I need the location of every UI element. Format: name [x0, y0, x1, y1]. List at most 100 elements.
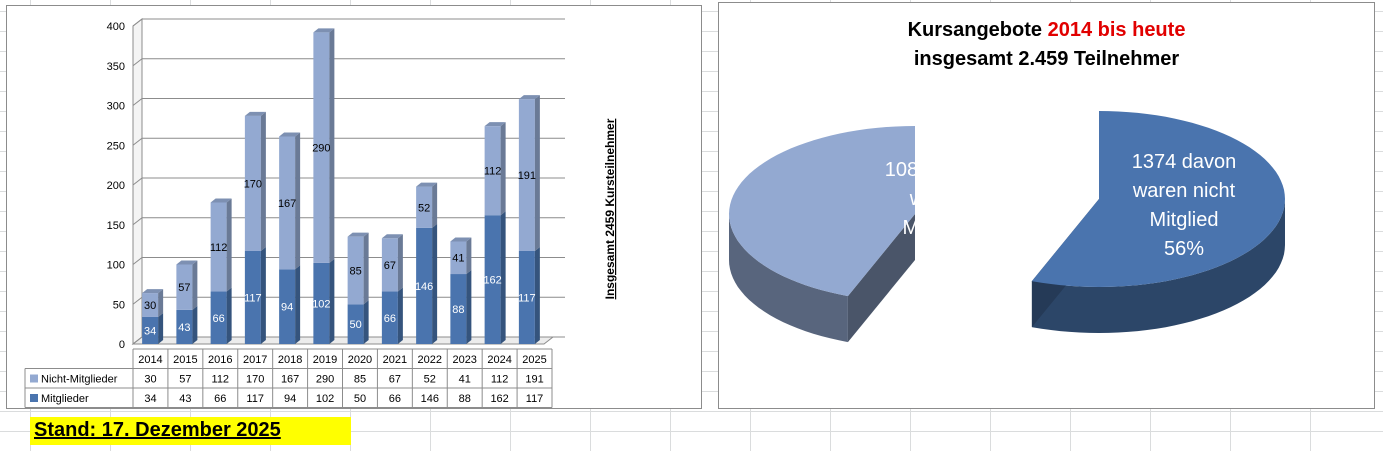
table-cell-nicht-mitglieder: 30	[144, 374, 156, 386]
pie-chart-subtitle: insgesamt 2.459 Teilnehmer	[913, 48, 1180, 70]
bar-top	[416, 182, 438, 187]
bar-mitglieder	[416, 227, 433, 344]
table-cell-mitglieder: 50	[354, 393, 366, 405]
bar-top	[313, 28, 335, 33]
data-label-nicht-mitglieder: 112	[210, 242, 228, 254]
bar-mitglieder	[279, 269, 296, 344]
data-label-nicht-mitglieder: 52	[418, 202, 430, 214]
legend-label-nicht-mitglieder: Nicht-Mitglieder	[41, 374, 118, 386]
bar-nicht-mitglieder	[279, 136, 296, 270]
table-cell-nicht-mitglieder: 112	[491, 374, 509, 386]
bar-nicht-mitglieder-side	[500, 122, 506, 216]
bar-mitglieder	[313, 262, 330, 344]
table-cell-mitglieder: 102	[316, 393, 334, 405]
data-label-mitglieder: 162	[483, 275, 501, 287]
bar-top	[176, 260, 198, 265]
bar-top	[484, 122, 506, 127]
x-tick-label: 2018	[278, 354, 302, 366]
table-cell-nicht-mitglieder: 57	[179, 374, 191, 386]
bar-top	[279, 132, 301, 137]
table-cell-nicht-mitglieder: 41	[459, 374, 471, 386]
bar-nicht-mitglieder	[381, 238, 398, 292]
pie-slice-cut-face	[847, 214, 915, 343]
bar-nicht-mitglieder	[142, 293, 159, 317]
bar-top	[450, 237, 472, 242]
y-axis-title: Insgesamt 2459 Kursteilnehmer	[603, 118, 617, 299]
bar-nicht-mitglieder	[244, 115, 261, 251]
bar-mitglieder-side	[158, 312, 164, 344]
pie-label-line: waren nicht	[1132, 180, 1236, 202]
gridline	[132, 177, 565, 186]
table-cell-mitglieder: 117	[246, 393, 264, 405]
data-label-mitglieder: 66	[384, 313, 396, 325]
x-tick-label: 2016	[208, 354, 232, 366]
bar-mitglieder	[518, 250, 535, 344]
bar-mitglieder-side	[397, 287, 403, 344]
bar-mitglieder	[450, 274, 467, 344]
y-tick-label: 100	[107, 260, 125, 272]
x-tick-label: 2022	[418, 354, 442, 366]
table-cell-nicht-mitglieder: 112	[212, 374, 230, 386]
pie-label-line: Mitglied	[902, 217, 972, 239]
table-cell-nicht-mitglieder: 191	[525, 374, 543, 386]
bar-nicht-mitglieder-side	[260, 111, 266, 251]
pie-slice-wall	[1031, 199, 1285, 333]
bar-mitglieder-side	[295, 265, 301, 344]
bar-nicht-mitglieder	[313, 32, 330, 263]
table-cell-nicht-mitglieder: 170	[246, 374, 264, 386]
pie-slice-label-members: 1085 davon waren Mitglied 44%	[847, 156, 1027, 272]
bar-nicht-mitglieder	[518, 99, 535, 251]
table-cell-nicht-mitglieder: 167	[281, 374, 299, 386]
data-label-mitglieder: 102	[312, 298, 330, 310]
bar-mitglieder	[176, 309, 193, 344]
bar-mitglieder-side	[500, 211, 506, 344]
bar-mitglieder	[381, 291, 398, 344]
pie-chart-title: Kursangebote 2014 bis heute	[719, 19, 1374, 42]
table-cell-mitglieder: 66	[389, 393, 401, 405]
bar-top	[381, 234, 403, 239]
data-label-mitglieder: 50	[350, 319, 362, 331]
table-cell-nicht-mitglieder: 67	[389, 374, 401, 386]
bar-chart-panel: 0 50 100 150 200 250 300 350 400 34 30 43 57 66 112 117…	[6, 5, 702, 409]
bar-nicht-mitglieder-side	[329, 28, 335, 263]
pie-chart-panel: Kursangebote 2014 bis heute insgesamt 2.…	[718, 2, 1375, 409]
bar-top	[347, 232, 369, 237]
data-label-nicht-mitglieder: 191	[518, 170, 536, 182]
table-cell-mitglieder: 162	[490, 393, 508, 405]
data-label-mitglieder: 88	[452, 304, 464, 316]
table-cell-mitglieder: 88	[459, 393, 471, 405]
table-cell-mitglieder: 66	[214, 393, 226, 405]
bar-mitglieder-side	[226, 287, 232, 344]
data-label-nicht-mitglieder: 41	[452, 253, 464, 265]
legend-swatch-mitglieder	[30, 394, 38, 402]
data-label-nicht-mitglieder: 112	[484, 166, 502, 178]
bar-nicht-mitglieder-side	[363, 232, 369, 305]
bar-mitglieder	[142, 316, 159, 344]
pie-chart	[729, 111, 1285, 343]
gridline	[132, 18, 565, 27]
data-label-nicht-mitglieder: 167	[278, 198, 296, 210]
x-tick-label: 2019	[313, 354, 337, 366]
data-label-nicht-mitglieder: 57	[178, 282, 190, 294]
bar-nicht-mitglieder-side	[534, 95, 540, 251]
bar-mitglieder-side	[466, 270, 472, 344]
table-cell-mitglieder: 117	[526, 393, 544, 405]
bar-mitglieder	[244, 250, 261, 344]
pie-title-part2: 2014 bis heute	[1047, 19, 1186, 41]
bar-mitglieder	[347, 304, 364, 344]
gridline	[132, 98, 565, 106]
x-tick-label: 2021	[383, 354, 407, 366]
bar-mitglieder	[484, 215, 501, 344]
y-tick-label: 250	[107, 140, 125, 152]
bar-nicht-mitglieder-side	[192, 260, 198, 310]
bar-nicht-mitglieder-side	[158, 289, 164, 317]
data-label-mitglieder: 117	[244, 292, 262, 304]
table-cell-mitglieder: 34	[144, 393, 156, 405]
legend-swatch-nicht-mitglieder	[30, 374, 38, 383]
pie-slice-label-non-members: 1374 davon waren nicht Mitglied 56%	[1094, 148, 1274, 264]
x-tick-label: 2017	[243, 354, 267, 366]
y-tick-label: 300	[107, 101, 125, 113]
y-tick-label: 200	[107, 180, 125, 192]
pie-label-line: 1374 davon	[1131, 151, 1237, 173]
bar-mitglieder-side	[363, 300, 369, 344]
